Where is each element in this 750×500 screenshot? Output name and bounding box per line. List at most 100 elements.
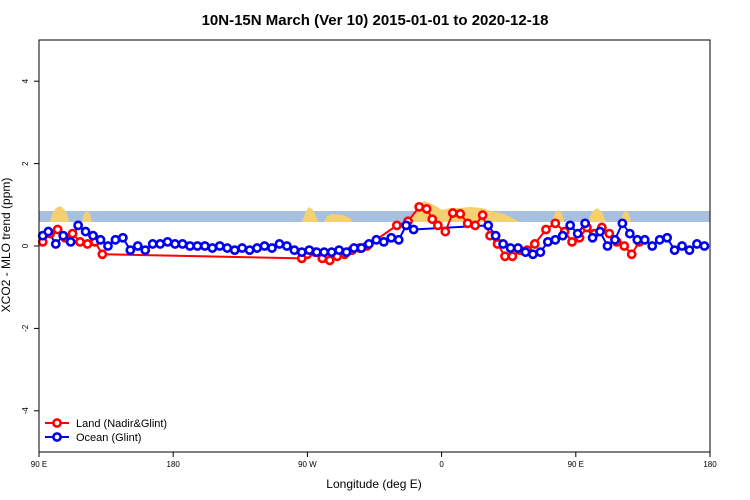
data-point-1 xyxy=(132,241,143,251)
data-point-1 xyxy=(602,241,613,251)
data-point-1 xyxy=(401,220,412,231)
data-point-0 xyxy=(507,251,518,262)
y-tick-label: 0 xyxy=(21,243,30,248)
x-tick-label: 90 W xyxy=(298,460,317,469)
data-point-0 xyxy=(324,255,335,266)
data-point-0 xyxy=(567,236,577,247)
data-point-1 xyxy=(185,241,195,251)
data-point-1 xyxy=(267,243,277,253)
data-point-1 xyxy=(229,245,240,256)
x-tick-label: 0 xyxy=(439,460,444,469)
data-point-1 xyxy=(274,239,285,249)
data-point-0 xyxy=(619,241,630,251)
data-point-1 xyxy=(378,236,389,247)
data-point-1 xyxy=(393,234,404,245)
data-point-1 xyxy=(356,243,367,253)
data-point-1 xyxy=(95,234,106,245)
data-point-1 xyxy=(624,228,635,239)
data-point-1 xyxy=(244,245,255,256)
data-point-0 xyxy=(470,220,481,231)
x-axis: 90 E 180 90 W 0 90 E 180 xyxy=(31,452,717,469)
data-point-1 xyxy=(699,241,710,251)
data-point-1 xyxy=(50,239,61,249)
data-point-1 xyxy=(408,224,419,235)
data-point-1 xyxy=(349,243,359,253)
data-point-1 xyxy=(80,226,91,237)
data-point-1 xyxy=(192,241,203,251)
data-point-1 xyxy=(654,234,665,245)
data-point-1 xyxy=(483,220,494,231)
landmass-shape xyxy=(82,210,92,222)
x-tick-label: 180 xyxy=(167,460,181,469)
y-tick-label: 4 xyxy=(21,78,30,83)
data-point-1 xyxy=(65,236,76,247)
data-point-1 xyxy=(595,226,605,237)
y-axis: -4 -2 0 2 4 xyxy=(21,78,39,414)
data-point-0 xyxy=(421,204,432,214)
x-tick-label: 90 E xyxy=(31,460,47,469)
data-point-1 xyxy=(58,230,69,241)
data-point-0 xyxy=(604,228,615,239)
data-point-1 xyxy=(542,236,553,247)
data-point-1 xyxy=(259,241,270,251)
data-point-1 xyxy=(684,245,695,256)
data-point-1 xyxy=(565,220,576,231)
y-tick-label: -2 xyxy=(21,324,30,332)
data-point-1 xyxy=(110,234,121,245)
data-point-1 xyxy=(513,243,523,253)
data-point-1 xyxy=(639,234,650,245)
legend-label: Ocean (Glint) xyxy=(76,432,141,444)
landmass-shape xyxy=(324,214,352,222)
data-point-0 xyxy=(427,214,438,225)
data-point-1 xyxy=(535,247,546,258)
legend-marker xyxy=(52,418,62,428)
y-tick-label: 2 xyxy=(21,161,30,166)
data-point-0 xyxy=(440,226,451,237)
data-point-1 xyxy=(289,245,300,256)
data-point-1 xyxy=(572,228,583,239)
data-point-1 xyxy=(252,243,262,253)
data-point-0 xyxy=(391,220,402,231)
data-point-1 xyxy=(610,234,620,245)
data-point-1 xyxy=(214,241,225,251)
data-point-0 xyxy=(462,218,473,229)
data-point-1 xyxy=(587,232,598,243)
data-point-1 xyxy=(550,234,561,245)
data-point-1 xyxy=(498,239,509,249)
data-point-1 xyxy=(617,218,628,229)
data-point-0 xyxy=(75,236,85,247)
data-point-1 xyxy=(647,241,658,251)
legend-label: Land (Nadir&Glint) xyxy=(76,418,167,430)
data-point-1 xyxy=(162,236,173,247)
data-point-1 xyxy=(520,247,531,258)
legend-marker xyxy=(52,432,62,442)
data-point-1 xyxy=(319,247,330,258)
data-point-1 xyxy=(632,234,643,245)
data-point-1 xyxy=(528,249,538,260)
data-point-1 xyxy=(326,247,337,258)
data-point-1 xyxy=(371,234,382,245)
data-point-1 xyxy=(334,245,344,256)
data-point-0 xyxy=(82,239,93,249)
data-point-0 xyxy=(477,210,488,220)
latitude-band xyxy=(39,211,710,222)
landmass-shape xyxy=(50,206,69,222)
data-point-1 xyxy=(103,241,113,251)
data-point-1 xyxy=(311,247,322,258)
data-point-1 xyxy=(73,220,84,231)
data-point-1 xyxy=(662,232,673,243)
data-point-1 xyxy=(170,239,180,249)
data-point-1 xyxy=(140,245,151,256)
data-point-0 xyxy=(500,251,510,262)
data-point-1 xyxy=(43,226,54,237)
data-point-0 xyxy=(529,239,540,249)
landmass-shape xyxy=(410,201,520,222)
data-point-1 xyxy=(88,230,98,241)
data-point-0 xyxy=(550,218,561,229)
data-point-0 xyxy=(541,224,551,235)
data-point-1 xyxy=(281,241,292,251)
data-point-0 xyxy=(432,220,443,231)
data-point-1 xyxy=(677,241,687,251)
data-point-0 xyxy=(67,228,78,239)
data-point-0 xyxy=(447,208,458,218)
